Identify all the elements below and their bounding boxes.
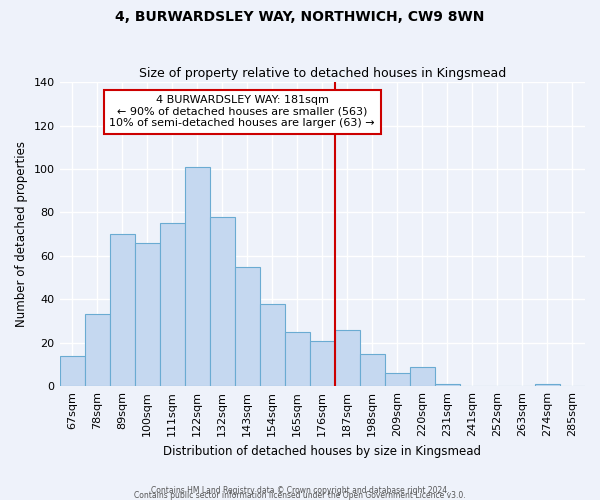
Y-axis label: Number of detached properties: Number of detached properties	[15, 141, 28, 327]
Bar	[235, 266, 260, 386]
Bar	[410, 366, 435, 386]
Bar	[59, 356, 85, 386]
Bar	[185, 167, 209, 386]
Bar	[335, 330, 360, 386]
Bar	[360, 354, 385, 386]
Bar	[110, 234, 134, 386]
X-axis label: Distribution of detached houses by size in Kingsmead: Distribution of detached houses by size …	[163, 444, 481, 458]
Bar	[160, 224, 185, 386]
Bar	[435, 384, 460, 386]
Bar	[134, 243, 160, 386]
Bar	[85, 314, 110, 386]
Text: 4 BURWARDSLEY WAY: 181sqm
← 90% of detached houses are smaller (563)
10% of semi: 4 BURWARDSLEY WAY: 181sqm ← 90% of detac…	[109, 95, 375, 128]
Text: Contains public sector information licensed under the Open Government Licence v3: Contains public sector information licen…	[134, 490, 466, 500]
Bar	[260, 304, 285, 386]
Bar	[209, 216, 235, 386]
Bar	[285, 332, 310, 386]
Bar	[310, 340, 335, 386]
Text: Contains HM Land Registry data © Crown copyright and database right 2024.: Contains HM Land Registry data © Crown c…	[151, 486, 449, 495]
Title: Size of property relative to detached houses in Kingsmead: Size of property relative to detached ho…	[139, 66, 506, 80]
Bar	[535, 384, 560, 386]
Bar	[385, 373, 410, 386]
Text: 4, BURWARDSLEY WAY, NORTHWICH, CW9 8WN: 4, BURWARDSLEY WAY, NORTHWICH, CW9 8WN	[115, 10, 485, 24]
